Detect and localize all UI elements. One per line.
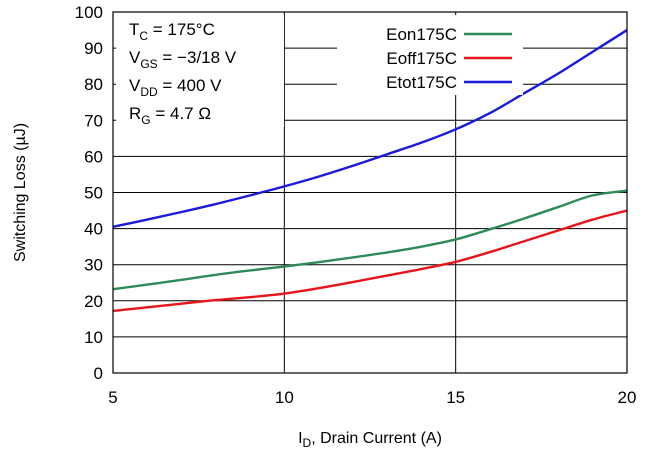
x-axis-title-subscript: D xyxy=(303,436,312,450)
condition-symbol: T xyxy=(129,20,139,39)
y-tick-label-100: 100 xyxy=(75,3,103,22)
y-tick-label-20: 20 xyxy=(84,292,103,311)
condition-2: VDD = 400 V xyxy=(129,76,222,99)
condition-subscript: G xyxy=(141,113,150,127)
x-tick-label-5: 5 xyxy=(108,388,117,407)
condition-3: RG = 4.7 Ω xyxy=(129,104,211,127)
condition-subscript: GS xyxy=(140,57,157,71)
y-tick-label-60: 60 xyxy=(84,147,103,166)
y-tick-label-30: 30 xyxy=(84,256,103,275)
condition-value: = −3/18 V xyxy=(158,48,237,67)
plot-frame xyxy=(112,11,628,374)
y-tick-label-50: 50 xyxy=(84,184,103,203)
condition-value: = 175°C xyxy=(148,20,215,39)
x-axis-title-prefix: I xyxy=(298,430,302,447)
condition-subscript: DD xyxy=(140,85,158,99)
condition-symbol: R xyxy=(129,104,141,123)
legend-label-Eoff175C: Eoff175C xyxy=(386,49,457,68)
y-tick-label-80: 80 xyxy=(84,75,103,94)
y-tick-labels: 0 10 20 30 40 50 60 70 80 90 100 xyxy=(75,3,103,383)
x-tick-label-15: 15 xyxy=(446,388,465,407)
x-axis-title-suffix: , Drain Current (A) xyxy=(311,430,442,447)
y-tick-label-70: 70 xyxy=(84,111,103,130)
condition-symbol: V xyxy=(129,76,141,95)
series-line-Etot175C xyxy=(112,29,628,228)
condition-1: VGS = −3/18 V xyxy=(129,48,237,71)
legend-label-Eon175C: Eon175C xyxy=(386,25,457,44)
condition-value: = 4.7 Ω xyxy=(151,104,211,123)
condition-value: = 400 V xyxy=(158,76,222,95)
y-tick-label-0: 0 xyxy=(94,364,103,383)
x-tick-label-10: 10 xyxy=(275,388,294,407)
y-tick-label-90: 90 xyxy=(84,39,103,58)
condition-symbol: V xyxy=(129,48,141,67)
series-line-Eon175C xyxy=(112,189,628,291)
y-tick-label-40: 40 xyxy=(84,220,103,239)
legend-label-Etot175C: Etot175C xyxy=(386,73,457,92)
condition-subscript: C xyxy=(139,29,148,43)
legend: Eon175C Eoff175C Etot175C xyxy=(386,25,512,92)
x-tick-label-20: 20 xyxy=(618,388,637,407)
y-tick-label-10: 10 xyxy=(84,328,103,347)
condition-0: TC = 175°C xyxy=(129,20,215,43)
x-tick-labels: 5 10 15 20 xyxy=(108,388,636,407)
y-axis-title: Switching Loss (µJ) xyxy=(12,123,29,262)
x-axis-title: ID, Drain Current (A) xyxy=(298,430,442,450)
series-lines xyxy=(112,29,628,313)
series-line-Eoff175C xyxy=(112,209,628,313)
conditions-box-background xyxy=(116,15,284,127)
